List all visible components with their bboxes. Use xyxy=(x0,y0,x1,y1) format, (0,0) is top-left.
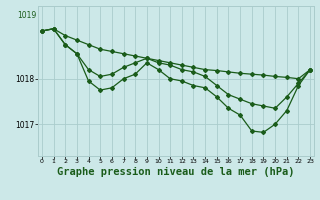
X-axis label: Graphe pression niveau de la mer (hPa): Graphe pression niveau de la mer (hPa) xyxy=(57,167,295,177)
Text: 1019: 1019 xyxy=(17,11,36,20)
